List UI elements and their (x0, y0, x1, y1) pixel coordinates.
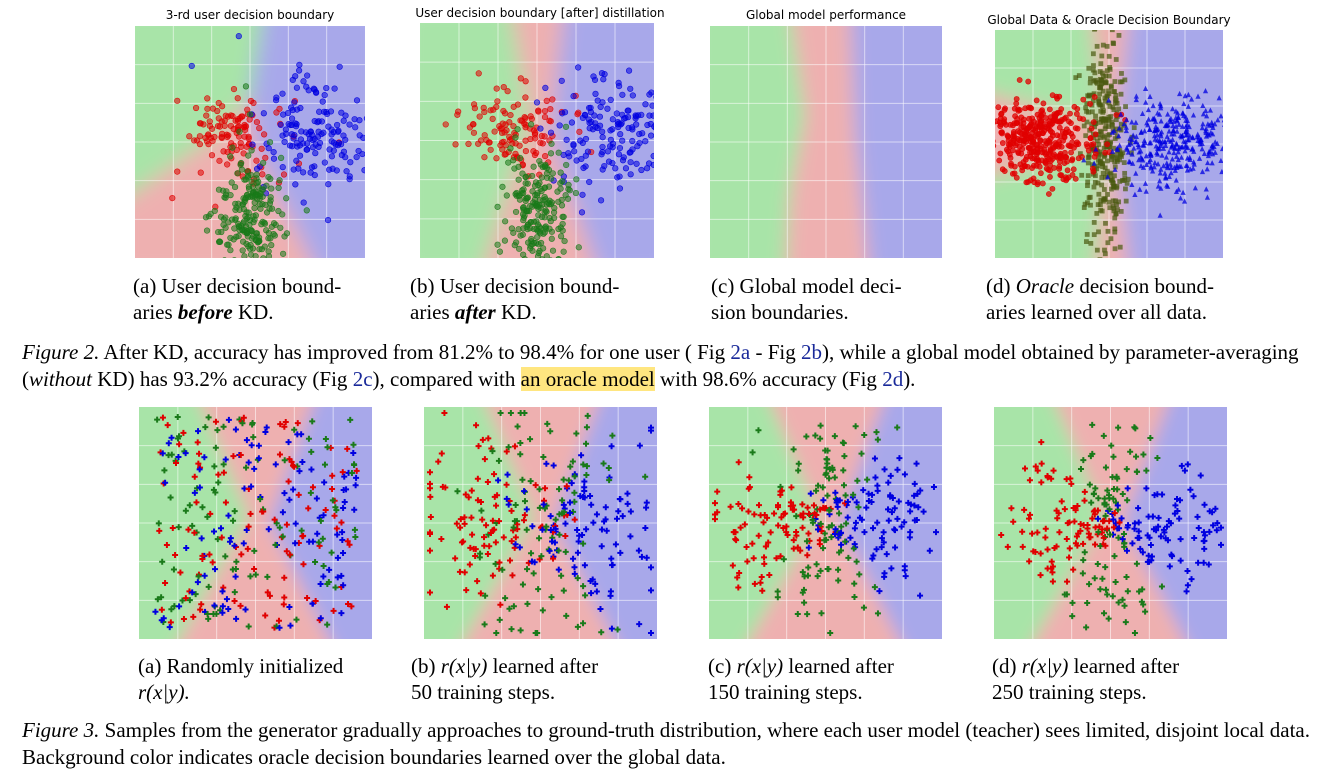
fig2d-subcaption: (d) Oracle decision bound- aries learned… (986, 273, 1246, 325)
fig2-cap-t7: ). (903, 367, 916, 391)
fig3d-sub-math: r(x|y) (1021, 654, 1069, 678)
fig3a-subcaption: (a) Randomly initialized r(x|y). (138, 653, 378, 705)
fig2-cap-italic: without (29, 367, 93, 391)
data-points (712, 422, 939, 636)
fig3c-plot (709, 407, 942, 639)
fig2b-sub-line1: (b) User decision bound- (410, 274, 620, 298)
fig2-cap-t1: After KD, accuracy has improved from 81.… (99, 340, 731, 364)
fig2c-sub-line1: (c) Global model deci- (711, 274, 902, 298)
green-region (995, 30, 1105, 125)
fig3c-subcaption: (c) r(x|y) learned after 150 training st… (708, 653, 944, 705)
figure2-caption: Figure 2. After KD, accuracy has improve… (22, 339, 1320, 393)
fig2b-plot (420, 23, 654, 258)
ref-fig2a-link[interactable]: 2a (730, 340, 751, 364)
fig3-cap-text: Samples from the generator gradually app… (22, 718, 1310, 769)
fig2d-sub-pre: (d) (986, 274, 1016, 298)
fig3d-subcaption: (d) r(x|y) learned after 250 training st… (992, 653, 1229, 705)
fig3b-sub-pre: (b) (411, 654, 441, 678)
fig3c-sub-post: learned after (783, 654, 894, 678)
figure3-caption: Figure 3. Samples from the generator gra… (22, 717, 1320, 771)
fig2b-sub-bold: after (454, 300, 496, 324)
fig3b-plot (424, 407, 657, 639)
fig2-cap-t5: ), compared with (372, 367, 521, 391)
data-points (427, 410, 654, 636)
fig2d-sub-line2: aries learned over all data. (986, 300, 1207, 324)
fig2c-subcaption: (c) Global model deci- sion boundaries. (711, 273, 947, 325)
grid-lines (710, 26, 942, 258)
fig3a-sub-line1: (a) Randomly initialized (138, 654, 344, 678)
fig3b-sub-line2: 50 training steps. (411, 680, 556, 704)
ref-fig2b-link[interactable]: 2b (800, 340, 822, 364)
fig3a-sub-line2: r(x|y). (138, 680, 190, 704)
ref-fig2d-link[interactable]: 2d (882, 367, 904, 391)
fig2c-sub-line2: sion boundaries. (711, 300, 849, 324)
data-points (995, 30, 1223, 258)
fig3c-sub-math: r(x|y) (736, 654, 784, 678)
fig3d-sub-post: learned after (1068, 654, 1180, 678)
fig2a-plot (135, 26, 365, 258)
fig2c-plot (710, 26, 942, 258)
fig3b-sub-post: learned after (487, 654, 599, 678)
grid-lines (139, 407, 372, 639)
fig3a-plot (139, 407, 372, 639)
fig2-cap-t3: ), while a global model obtained by para… (22, 340, 1299, 391)
fig2d-sub-italic: Oracle (1015, 274, 1075, 298)
fig2b-subcaption: (b) User decision bound- aries after KD. (410, 273, 672, 325)
fig3b-subcaption: (b) r(x|y) learned after 50 training ste… (411, 653, 659, 705)
fig2b-sub-line2: aries (410, 300, 455, 324)
fig2a-subcaption: (a) User decision bound- aries before KD… (133, 273, 370, 325)
data-points (152, 414, 360, 631)
fig2a-sub-line1: (a) User decision bound- (133, 274, 342, 298)
fig2-cap-t6: with 98.6% accuracy (Fig (654, 367, 883, 391)
figure3-label: Figure 3. (22, 718, 100, 742)
data-points (998, 421, 1224, 636)
fig2a-sub-line2: aries (133, 300, 178, 324)
fig3b-sub-math: r(x|y) (440, 654, 488, 678)
fig2-cap-t4: KD) has 93.2% accuracy (Fig (92, 367, 353, 391)
fig3d-plot (994, 407, 1227, 639)
fig3c-sub-line2: 150 training steps. (708, 680, 863, 704)
fig2a-sub-tail: KD. (232, 300, 274, 324)
green-region-2 (995, 145, 1105, 258)
fig2d-sub-post: decision bound- (1074, 274, 1215, 298)
fig2-cap-t2: - Fig (750, 340, 801, 364)
fig2b-sub-tail: KD. (495, 300, 537, 324)
data-points (442, 64, 654, 258)
fig2d-plot (995, 30, 1223, 258)
highlighted-text: an oracle model (520, 367, 655, 391)
figure2-label: Figure 2. (22, 340, 100, 364)
fig3d-sub-pre: (d) (992, 654, 1022, 678)
fig2d-title: Global Data & Oracle Decision Boundary (987, 13, 1231, 27)
fig2a-title: 3-rd user decision boundary (165, 8, 335, 22)
data-points (169, 33, 365, 258)
fig3c-sub-pre: (c) (708, 654, 737, 678)
fig2b-title: User decision boundary [after] distillat… (415, 6, 665, 20)
fig3d-sub-line2: 250 training steps. (992, 680, 1147, 704)
ref-fig2c-link[interactable]: 2c (352, 367, 373, 391)
fig2a-sub-bold: before (177, 300, 233, 324)
fig2c-title: Global model performance (745, 8, 907, 22)
